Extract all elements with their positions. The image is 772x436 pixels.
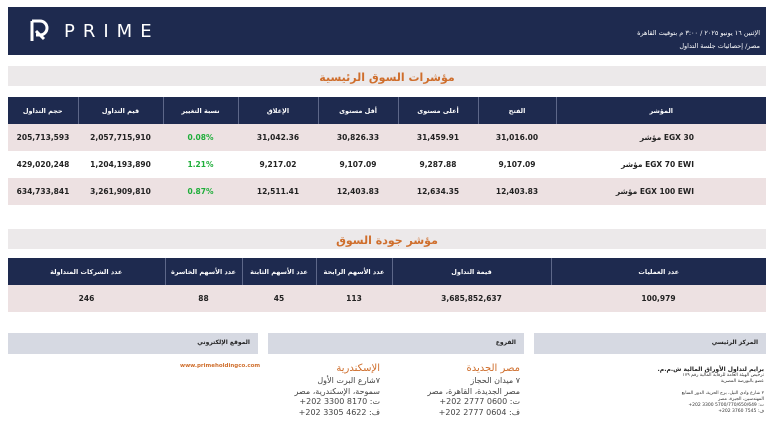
table-row: 634,733,841 3,261,909,810 0.87% 12,511.4…	[8, 178, 766, 205]
branch-phone: ت: 0600 2777 202+	[439, 397, 520, 406]
value-cell: 1,204,193,890	[90, 160, 151, 169]
close-cell: 12,511.41	[238, 178, 318, 205]
branch-heliopolis: مصر الجديدة ٧ ميدان الحجاز مصر الجديدة، …	[398, 363, 520, 418]
col-unchanged: عدد الأسهم الثابتة	[242, 258, 317, 285]
hq-fax: ف: 7545 3760 202+	[718, 409, 764, 414]
low-cell: 9,107.09	[339, 160, 377, 169]
brand-name: PRIME	[64, 20, 160, 42]
col-high: أعلى مستوى	[398, 97, 479, 124]
quality-section-title: مؤشر جودة السوق	[8, 229, 766, 249]
branch-address: ٧ ميدان الحجاز	[470, 376, 520, 385]
website-header: الموقع الإلكتروني	[8, 333, 258, 354]
index-name-cell: مؤشر EGX 100 EWI	[556, 178, 766, 205]
branch-address: ٧شارع البرت الأول	[317, 376, 380, 385]
change-cell: 0.08%	[163, 124, 238, 151]
col-index: المؤشر	[556, 97, 766, 124]
value-cell: 3,261,909,810	[78, 178, 163, 205]
col-open: الفتح	[478, 97, 557, 124]
prime-logo: PRIME	[28, 19, 160, 43]
hq-phone: ت: 5700/770/650/649 3300 202+	[688, 403, 764, 408]
report-subtitle: مصر/ إحصائيات جلسة التداول	[679, 42, 760, 50]
hq-membership: عضو بالبورصة المصرية	[720, 379, 764, 384]
companies-cell: 246	[8, 285, 165, 312]
index-name-cell: مؤشر EGX 70 EWI	[621, 160, 694, 169]
losers-cell: 88	[165, 285, 242, 312]
hq-company-name: برايم لتداول الأوراق المالية ش.م.م.	[657, 366, 764, 373]
volume-cell: 634,733,841	[8, 178, 78, 205]
col-losers: عدد الأسهم الخاسرة	[165, 258, 243, 285]
col-trade-value: قيمة التداول	[392, 258, 552, 285]
trade-value-cell: 3,685,852,637	[392, 285, 551, 312]
hq-city: المهندسين، الجيزة، مصر	[718, 397, 764, 402]
prime-logo-icon	[30, 19, 49, 41]
branch-name: الإسكندرية	[336, 363, 380, 374]
col-low: أقل مستوى	[318, 97, 399, 124]
branch-alexandria: الإسكندرية ٧شارع البرت الأول سموحة، الإس…	[260, 363, 380, 418]
change-cell: 1.21%	[187, 160, 214, 169]
volume-cell: 429,020,248	[16, 160, 70, 169]
high-cell: 31,459.91	[398, 124, 478, 151]
indices-section-title: مؤشرات السوق الرئيسية	[8, 66, 766, 86]
col-operations: عدد العمليات	[551, 258, 766, 285]
open-cell: 31,016.00	[478, 124, 556, 151]
branch-phone: ت: 8170 3300 202+	[299, 397, 380, 406]
website-link[interactable]: www.primeholdingco.com	[180, 363, 261, 369]
headquarters-info: برايم لتداول الأوراق المالية ش.م.م. ترخي…	[544, 366, 764, 415]
open-cell: 9,107.09	[498, 160, 536, 169]
change-cell: 0.87%	[163, 178, 238, 205]
high-cell: 12,634.35	[398, 178, 478, 205]
index-name-cell: مؤشر EGX 30	[556, 124, 766, 151]
low-cell: 30,826.33	[318, 124, 398, 151]
high-cell: 9,287.88	[419, 160, 457, 169]
operations-cell: 100,979	[551, 285, 766, 312]
table-row: 246 88 45 113 3,685,852,637 100,979	[8, 285, 766, 312]
col-close: الإغلاق	[238, 97, 319, 124]
quality-header-row: عدد الشركات المتداولة عدد الأسهم الخاسرة…	[8, 258, 766, 285]
col-volume: حجم التداول	[8, 97, 79, 124]
low-cell: 12,403.83	[318, 178, 398, 205]
close-cell: 9,217.02	[259, 160, 297, 169]
col-gainers: عدد الأسهم الرابحة	[316, 258, 393, 285]
value-cell: 2,057,715,910	[78, 124, 163, 151]
unchanged-cell: 45	[242, 285, 316, 312]
branch-name: مصر الجديدة	[466, 363, 520, 374]
hq-header: المركز الرئيسي	[534, 333, 766, 354]
hq-license: ترخيص الهيئة العامة للرقابة المالية رقم …	[682, 373, 764, 378]
branches-header: الفروع	[268, 333, 524, 354]
branch-fax: ف: 0604 2777 202+	[438, 407, 520, 417]
col-companies: عدد الشركات المتداولة	[8, 258, 166, 285]
branch-city: مصر الجديدة، القاهرة، مصر	[427, 386, 520, 396]
table-row: 205,713,593 2,057,715,910 0.08% 31,042.3…	[8, 124, 766, 151]
gainers-cell: 113	[316, 285, 392, 312]
hq-address: ٢ شارع وادي النيل، برج الحرية، الدور الس…	[681, 391, 764, 396]
table-row: 429,020,248 1,204,193,890 1.21% 9,217.02…	[8, 151, 766, 178]
branch-city: سموحة، الإسكندرية، مصر	[294, 386, 380, 396]
col-value: قيم التداول	[78, 97, 164, 124]
report-header: PRIME الإثنين ١٦ يونيو ٢٠٢٥ / ٣:٠٠ م بتو…	[8, 7, 766, 55]
quality-table: عدد الشركات المتداولة عدد الأسهم الخاسرة…	[8, 258, 766, 312]
indices-header-row: حجم التداول قيم التداول نسبة التغيير الإ…	[8, 97, 766, 124]
report-date: الإثنين ١٦ يونيو ٢٠٢٥ / ٣:٠٠ م بتوقيت ال…	[637, 29, 760, 37]
indices-table: حجم التداول قيم التداول نسبة التغيير الإ…	[8, 97, 766, 205]
branch-fax: ف: 4622 3305 202+	[298, 407, 380, 417]
col-change: نسبة التغيير	[163, 97, 239, 124]
open-cell: 12,403.83	[478, 178, 556, 205]
volume-cell: 205,713,593	[8, 124, 78, 151]
close-cell: 31,042.36	[238, 124, 318, 151]
